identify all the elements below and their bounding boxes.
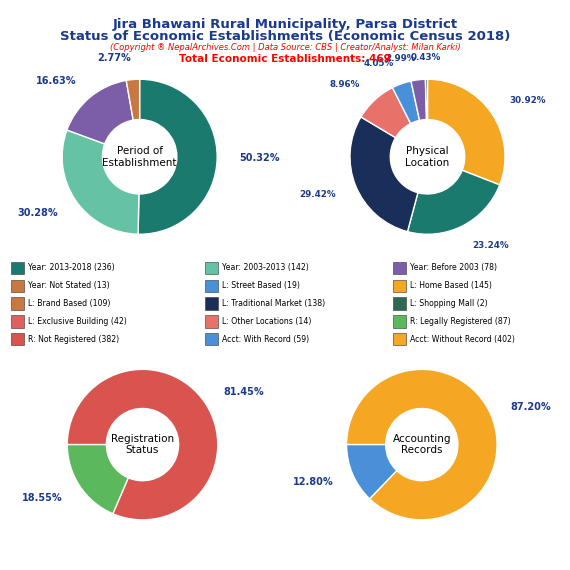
Text: (Copyright ® NepalArchives.Com | Data Source: CBS | Creator/Analyst: Milan Karki: (Copyright ® NepalArchives.Com | Data So… <box>109 43 461 52</box>
Text: L: Brand Based (109): L: Brand Based (109) <box>28 299 111 308</box>
Text: R: Not Registered (382): R: Not Registered (382) <box>28 335 120 344</box>
Text: 87.20%: 87.20% <box>510 402 551 412</box>
Wedge shape <box>347 445 397 499</box>
Text: Total Economic Establishments: 469: Total Economic Establishments: 469 <box>179 54 391 64</box>
FancyBboxPatch shape <box>205 315 218 328</box>
Text: Acct: With Record (59): Acct: With Record (59) <box>222 335 310 344</box>
FancyBboxPatch shape <box>205 333 218 345</box>
FancyBboxPatch shape <box>11 279 24 292</box>
Text: Year: 2003-2013 (142): Year: 2003-2013 (142) <box>222 263 309 272</box>
Text: Registration
Status: Registration Status <box>111 434 174 455</box>
Text: R: Legally Registered (87): R: Legally Registered (87) <box>410 317 511 326</box>
Text: Year: 2013-2018 (236): Year: 2013-2018 (236) <box>28 263 115 272</box>
Wedge shape <box>126 79 140 120</box>
Wedge shape <box>67 369 218 520</box>
Text: Accounting
Records: Accounting Records <box>393 434 451 455</box>
FancyBboxPatch shape <box>393 262 406 274</box>
FancyBboxPatch shape <box>11 262 24 274</box>
Text: 81.45%: 81.45% <box>223 386 263 397</box>
Text: L: Exclusive Building (42): L: Exclusive Building (42) <box>28 317 127 326</box>
Text: 30.92%: 30.92% <box>510 96 546 105</box>
FancyBboxPatch shape <box>11 333 24 345</box>
Text: Physical
Location: Physical Location <box>405 146 450 168</box>
Wedge shape <box>425 79 428 120</box>
FancyBboxPatch shape <box>205 262 218 274</box>
Text: 4.05%: 4.05% <box>364 59 394 68</box>
Text: Year: Not Stated (13): Year: Not Stated (13) <box>28 281 110 290</box>
Wedge shape <box>67 80 133 144</box>
FancyBboxPatch shape <box>393 279 406 292</box>
Text: L: Street Based (19): L: Street Based (19) <box>222 281 300 290</box>
FancyBboxPatch shape <box>11 298 24 310</box>
Wedge shape <box>392 81 420 124</box>
Wedge shape <box>361 88 410 138</box>
Text: L: Home Based (145): L: Home Based (145) <box>410 281 492 290</box>
Wedge shape <box>350 117 418 231</box>
Wedge shape <box>347 369 497 520</box>
FancyBboxPatch shape <box>205 279 218 292</box>
Text: 2.77%: 2.77% <box>97 53 131 63</box>
FancyBboxPatch shape <box>11 315 24 328</box>
Text: 30.28%: 30.28% <box>17 207 58 218</box>
FancyBboxPatch shape <box>205 298 218 310</box>
Wedge shape <box>411 79 426 120</box>
Wedge shape <box>138 79 217 234</box>
Text: Period of
Establishment: Period of Establishment <box>103 146 177 168</box>
Wedge shape <box>408 170 500 234</box>
Wedge shape <box>428 79 505 185</box>
Text: 2.99%: 2.99% <box>385 54 416 63</box>
FancyBboxPatch shape <box>393 315 406 328</box>
Wedge shape <box>67 445 128 514</box>
Text: L: Shopping Mall (2): L: Shopping Mall (2) <box>410 299 488 308</box>
Text: L: Other Locations (14): L: Other Locations (14) <box>222 317 312 326</box>
Text: 8.96%: 8.96% <box>329 80 360 89</box>
Text: 18.55%: 18.55% <box>22 492 62 503</box>
Text: Jira Bhawani Rural Municipality, Parsa District: Jira Bhawani Rural Municipality, Parsa D… <box>112 18 458 31</box>
FancyBboxPatch shape <box>393 333 406 345</box>
Text: 50.32%: 50.32% <box>239 153 279 163</box>
Text: 0.43%: 0.43% <box>411 53 441 62</box>
Text: 16.63%: 16.63% <box>35 76 76 86</box>
Text: 29.42%: 29.42% <box>299 190 336 198</box>
Text: Acct: Without Record (402): Acct: Without Record (402) <box>410 335 515 344</box>
Wedge shape <box>62 130 139 234</box>
Text: 23.24%: 23.24% <box>473 241 509 250</box>
Text: 12.80%: 12.80% <box>292 477 333 487</box>
Text: Year: Before 2003 (78): Year: Before 2003 (78) <box>410 263 498 272</box>
Text: L: Traditional Market (138): L: Traditional Market (138) <box>222 299 325 308</box>
Text: Status of Economic Establishments (Economic Census 2018): Status of Economic Establishments (Econo… <box>60 30 510 43</box>
FancyBboxPatch shape <box>393 298 406 310</box>
